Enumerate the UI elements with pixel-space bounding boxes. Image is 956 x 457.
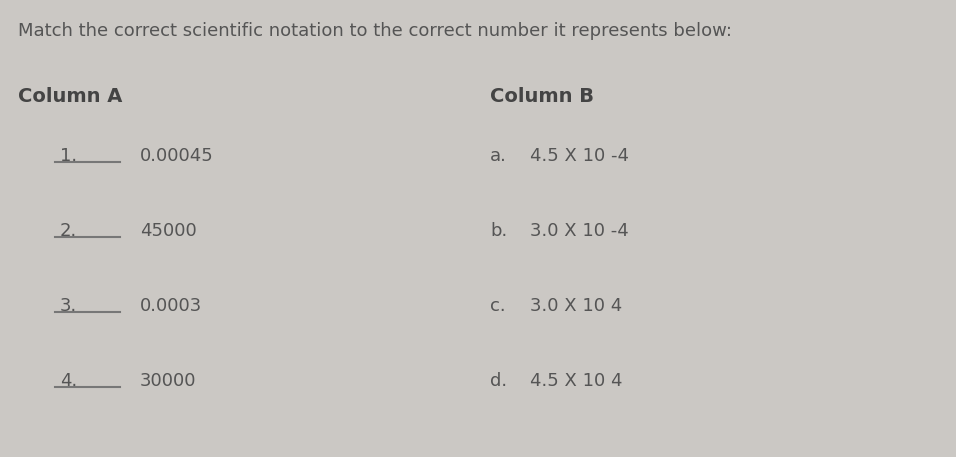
Text: 4.: 4. [60, 372, 77, 390]
Text: 4.5 X 10 4: 4.5 X 10 4 [530, 372, 622, 390]
Text: Column A: Column A [18, 87, 122, 106]
Text: 1.: 1. [60, 147, 77, 165]
Text: 2.: 2. [60, 222, 77, 240]
Text: d.: d. [490, 372, 507, 390]
Text: 3.: 3. [60, 297, 77, 315]
Text: 4.5 X 10 -4: 4.5 X 10 -4 [530, 147, 629, 165]
Text: c.: c. [490, 297, 506, 315]
Text: a.: a. [490, 147, 507, 165]
Text: 3.0 X 10 -4: 3.0 X 10 -4 [530, 222, 629, 240]
Text: b.: b. [490, 222, 508, 240]
Text: Column B: Column B [490, 87, 594, 106]
Text: 3.0 X 10 4: 3.0 X 10 4 [530, 297, 622, 315]
Text: Match the correct scientific notation to the correct number it represents below:: Match the correct scientific notation to… [18, 22, 732, 40]
Text: 0.00045: 0.00045 [140, 147, 214, 165]
Text: 45000: 45000 [140, 222, 197, 240]
Text: 30000: 30000 [140, 372, 197, 390]
Text: 0.0003: 0.0003 [140, 297, 203, 315]
